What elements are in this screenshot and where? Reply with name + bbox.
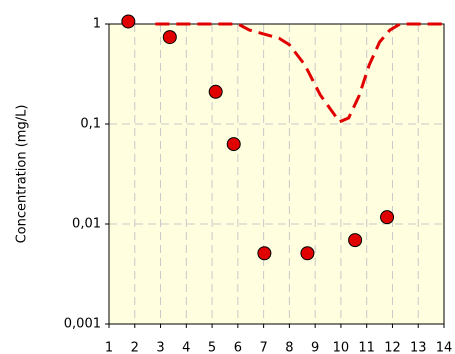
x-tick-label: 8 — [285, 341, 293, 354]
x-tick-label: 9 — [311, 341, 319, 354]
data-point — [162, 30, 177, 45]
data-point — [226, 137, 241, 152]
data-point — [257, 246, 272, 261]
plot-area — [109, 24, 444, 324]
y-tick-label: 0,001 — [64, 317, 101, 332]
x-tick-label: 6 — [234, 341, 242, 354]
data-point — [121, 14, 136, 29]
y-axis-label: Concentration (mg/L) — [15, 105, 30, 244]
x-tick-label: 7 — [259, 341, 267, 354]
dashed-line — [155, 22, 444, 124]
x-tick-label: 13 — [410, 341, 427, 354]
data-point — [208, 84, 223, 99]
plot-border — [108, 23, 445, 325]
y-tick-label: 0,1 — [80, 117, 101, 132]
x-tick-label: 12 — [384, 341, 401, 354]
x-tick-label: 11 — [358, 341, 375, 354]
x-tick-label: 1 — [105, 341, 113, 354]
x-tick-label: 2 — [131, 341, 139, 354]
y-tick-label: 1 — [93, 17, 101, 32]
y-tick-label: 0,01 — [72, 217, 101, 232]
data-point — [380, 210, 395, 225]
x-tick-label: 5 — [208, 341, 216, 354]
x-tick-label: 4 — [182, 341, 190, 354]
x-tick-label: 14 — [436, 341, 453, 354]
data-point — [348, 233, 363, 248]
x-tick-label: 3 — [156, 341, 164, 354]
data-point — [300, 246, 315, 261]
x-tick-label: 10 — [333, 341, 350, 354]
